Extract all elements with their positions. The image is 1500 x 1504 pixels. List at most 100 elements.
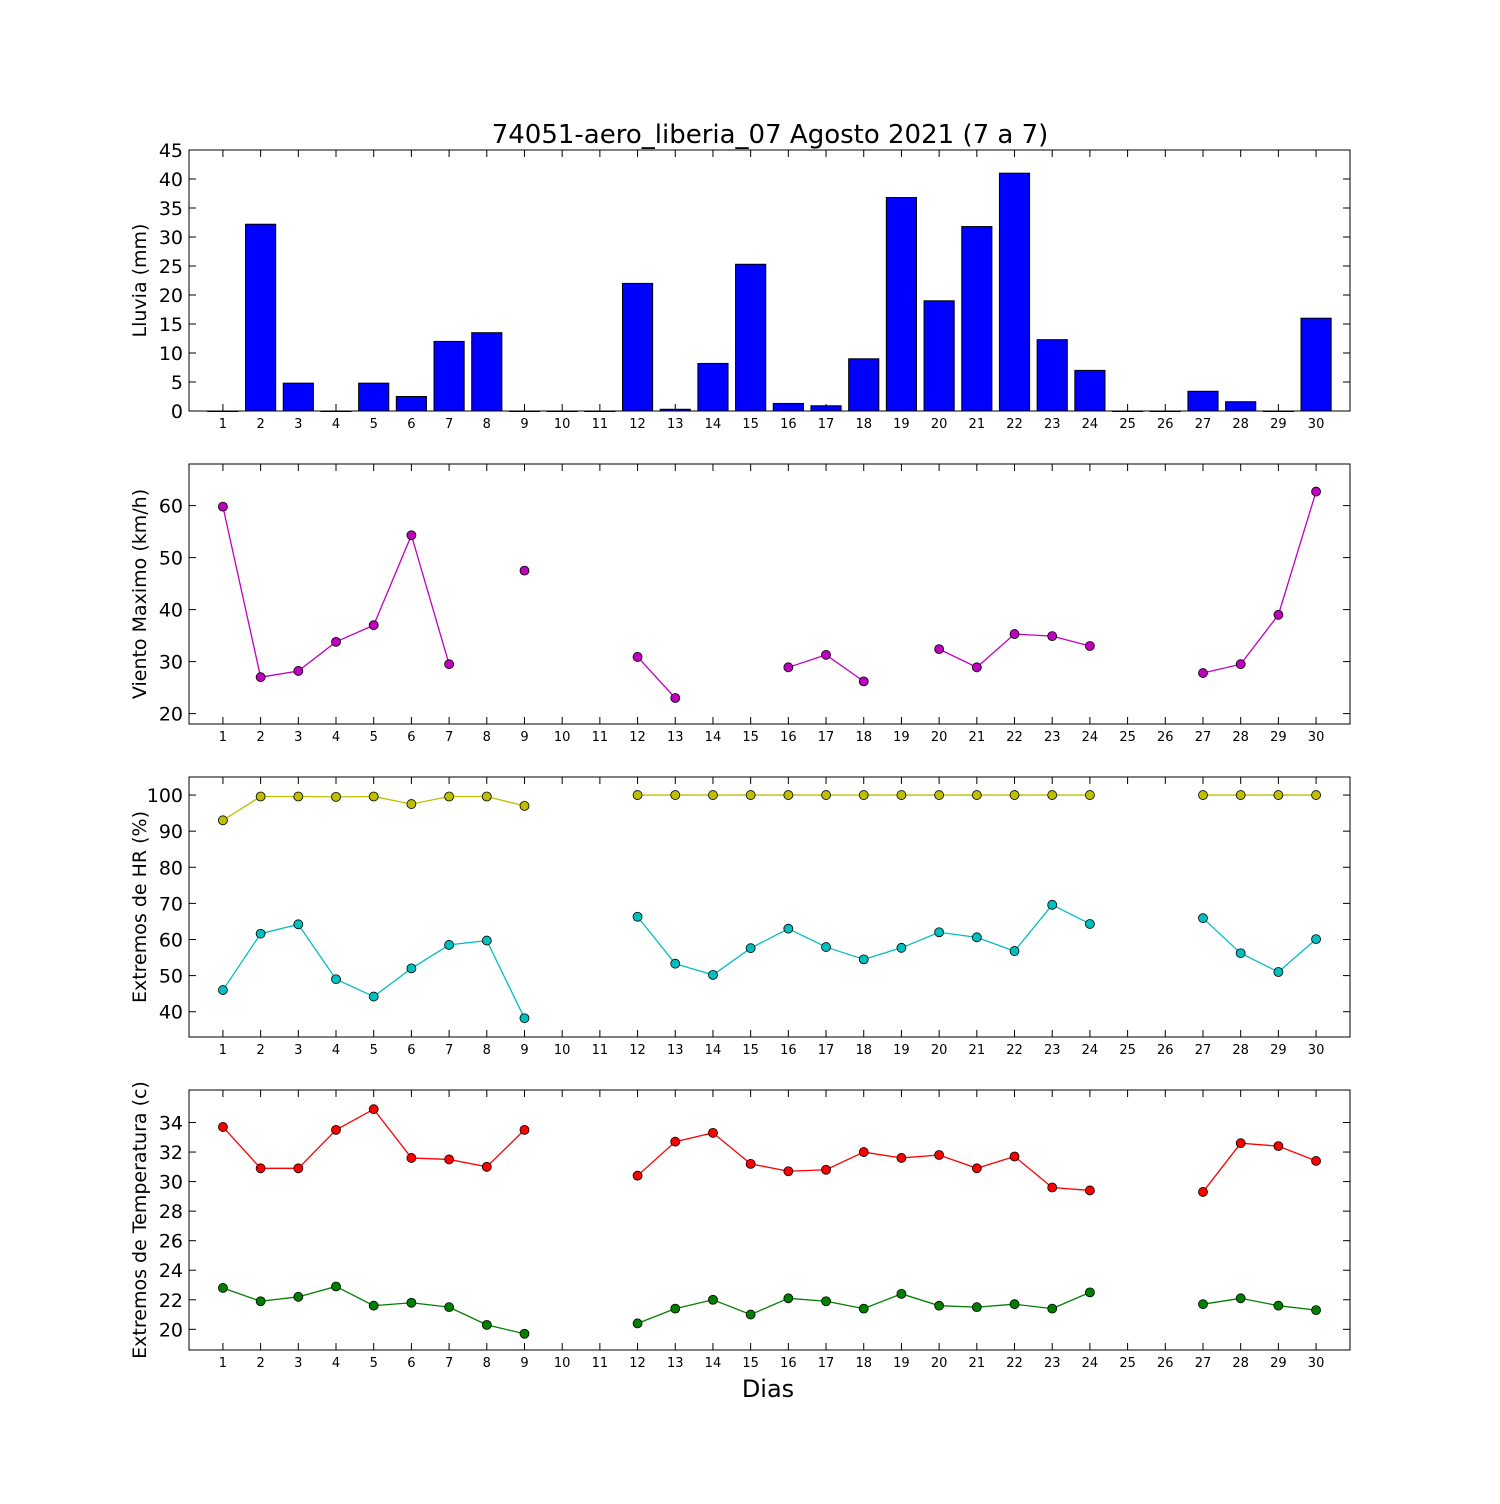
data-point — [971, 790, 982, 800]
x-tick-label: 9 — [520, 730, 528, 745]
x-tick-label: 28 — [1232, 1356, 1249, 1371]
series-line — [1202, 491, 1317, 674]
x-tick-label: 14 — [705, 730, 722, 745]
data-point — [1311, 790, 1321, 800]
data-point — [331, 636, 341, 647]
data-point — [1198, 1299, 1208, 1310]
x-tick-label: 5 — [370, 417, 378, 432]
x-tick-label: 15 — [742, 1043, 759, 1058]
x-tick-label: 12 — [629, 1043, 646, 1058]
x-tick-label: 17 — [818, 1043, 835, 1058]
data-point — [406, 963, 417, 974]
data-point — [821, 649, 831, 660]
x-tick-label: 2 — [256, 417, 264, 432]
x-tick-label: 29 — [1270, 1356, 1287, 1371]
x-tick-label: 23 — [1044, 1356, 1061, 1371]
y-tick-label: 20 — [159, 285, 183, 307]
bar — [697, 362, 729, 412]
data-point — [331, 1124, 341, 1135]
x-tick-label: 6 — [407, 730, 415, 745]
x-tick-label: 1 — [219, 417, 227, 432]
x-tick-label: 4 — [332, 417, 340, 432]
data-point — [255, 1163, 266, 1174]
series-line — [1202, 1142, 1317, 1193]
data-point — [1235, 659, 1246, 670]
x-tick-label: 18 — [855, 417, 872, 432]
data-point — [444, 940, 454, 950]
x-tick-label: 30 — [1308, 730, 1325, 745]
data-point — [255, 791, 266, 802]
y-tick-label: 34 — [159, 1113, 183, 1135]
data-point — [444, 659, 454, 670]
x-tick-label: 20 — [931, 730, 948, 745]
y-tick-label: 24 — [159, 1260, 183, 1282]
y-tick-label: 25 — [159, 256, 183, 278]
data-point — [519, 565, 530, 576]
data-point — [858, 1147, 869, 1157]
x-tick-label: 26 — [1157, 417, 1174, 432]
bar — [1300, 317, 1332, 412]
x-tick-label: 21 — [969, 1043, 986, 1058]
x-tick-label: 2 — [256, 1356, 264, 1371]
x-tick-label: 13 — [667, 730, 684, 745]
data-point — [670, 958, 681, 969]
data-point — [1235, 1138, 1246, 1149]
x-tick-label: 12 — [629, 417, 646, 432]
bar — [961, 226, 993, 412]
y-tick-label: 45 — [159, 140, 183, 162]
data-point — [1047, 631, 1058, 642]
y-tick-label: 26 — [159, 1231, 183, 1253]
x-tick-label: 30 — [1308, 417, 1325, 432]
y-tick-label: 20 — [159, 704, 183, 726]
x-tick-label: 6 — [407, 417, 415, 432]
x-tick-label: 22 — [1006, 1356, 1023, 1371]
x-tick-label: 20 — [931, 1356, 948, 1371]
data-point — [783, 923, 794, 934]
x-tick-label: 24 — [1082, 730, 1099, 745]
x-tick-label: 10 — [554, 1043, 571, 1058]
data-point — [444, 1302, 454, 1313]
bar — [1074, 369, 1106, 412]
x-tick-label: 22 — [1006, 1043, 1023, 1058]
x-tick-label: 4 — [332, 1043, 340, 1058]
bar — [1112, 410, 1144, 412]
data-point — [1311, 1156, 1321, 1166]
y-tick-label: 28 — [159, 1201, 183, 1223]
x-tick-label: 8 — [483, 1356, 491, 1371]
x-tick-label: 16 — [780, 1043, 797, 1058]
data-point — [1311, 1305, 1321, 1316]
y-tick-label: 50 — [159, 966, 183, 988]
data-point — [745, 1309, 756, 1320]
data-point — [783, 1293, 794, 1304]
y-tick-label: 80 — [159, 857, 183, 879]
data-point — [1085, 919, 1095, 929]
x-tick-label: 7 — [445, 730, 453, 745]
data-point — [934, 927, 945, 938]
x-tick-label: 14 — [705, 417, 722, 432]
data-point — [293, 1291, 304, 1302]
data-point — [444, 791, 454, 802]
data-point — [1085, 641, 1095, 651]
x-tick-label: 15 — [742, 417, 759, 432]
x-tick-label: 26 — [1157, 1043, 1174, 1058]
data-point — [331, 791, 341, 802]
chart-title: 74051-aero_liberia_07 Agosto 2021 (7 a 7… — [492, 120, 1049, 150]
y-tick-label: 30 — [159, 227, 183, 249]
bar — [207, 410, 239, 412]
y-axis-label: Extremos de Temperatura (c) — [129, 1081, 151, 1359]
bar — [1187, 390, 1219, 412]
y-tick-label: 32 — [159, 1142, 183, 1164]
x-tick-label: 6 — [407, 1043, 415, 1058]
data-point — [519, 1124, 530, 1135]
x-tick-label: 6 — [407, 1356, 415, 1371]
data-point — [368, 991, 379, 1002]
x-tick-label: 22 — [1006, 730, 1023, 745]
y-tick-label: 60 — [159, 496, 183, 518]
bar — [1149, 410, 1181, 412]
x-tick-label: 17 — [818, 417, 835, 432]
x-tick-label: 5 — [370, 1043, 378, 1058]
x-tick-label: 3 — [294, 1043, 302, 1058]
data-point — [293, 919, 304, 930]
